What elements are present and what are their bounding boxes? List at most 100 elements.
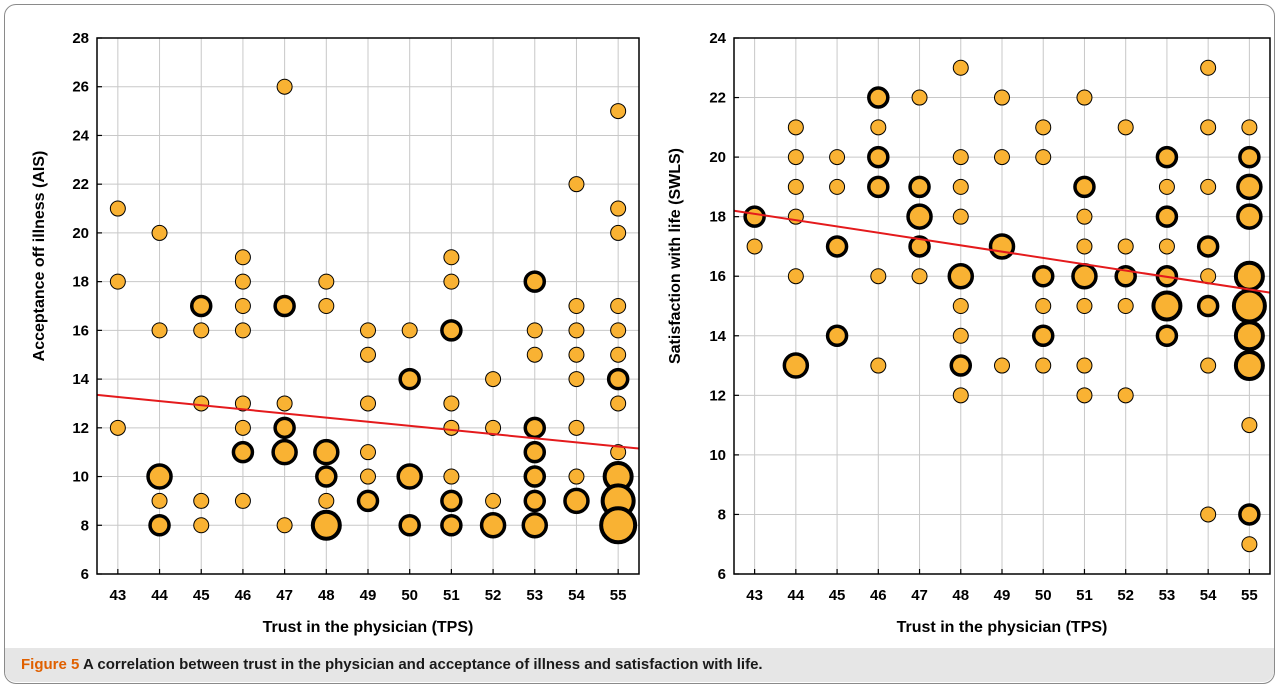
x-tick-label: 53 <box>526 587 543 604</box>
data-point <box>109 419 126 436</box>
caption-bar: Figure 5 A correlation between trust in … <box>5 648 1274 682</box>
y-tick-label: 28 <box>72 30 89 47</box>
y-tick-label: 10 <box>72 469 89 486</box>
data-point <box>526 322 543 339</box>
data-point <box>994 89 1010 106</box>
data-point <box>563 487 590 515</box>
data-point <box>360 395 376 412</box>
data-point <box>271 438 298 466</box>
data-point <box>234 298 251 314</box>
grid-lines <box>734 37 1270 575</box>
data-point <box>485 419 502 436</box>
figure-number: Figure 5 <box>21 656 80 673</box>
data-point <box>234 419 251 436</box>
y-tick-label: 8 <box>81 517 89 534</box>
data-point <box>1200 59 1217 76</box>
data-point <box>1031 264 1055 288</box>
x-tick-label: 51 <box>443 587 460 604</box>
data-point <box>568 468 585 485</box>
data-point <box>234 322 251 339</box>
y-tick-label: 12 <box>709 387 726 404</box>
data-point <box>1231 288 1267 324</box>
x-tick-label: 53 <box>1159 587 1176 604</box>
x-axis-label: Trust in the physician (TPS) <box>897 619 1108 636</box>
data-point <box>151 322 168 339</box>
x-tick-label: 46 <box>870 587 887 604</box>
data-point <box>994 149 1010 166</box>
data-point <box>310 509 342 541</box>
y-tick-label: 6 <box>81 566 89 583</box>
data-point <box>1238 503 1261 526</box>
data-point <box>1233 350 1265 382</box>
data-point <box>867 145 890 169</box>
data-point <box>610 395 627 412</box>
data-point <box>952 387 969 404</box>
y-tick-label: 8 <box>718 506 726 523</box>
data-point <box>867 175 890 199</box>
data-point <box>1151 290 1183 322</box>
data-point <box>1158 178 1175 195</box>
y-tick-label: 16 <box>709 268 726 285</box>
x-axis-label: Trust in the physician (TPS) <box>263 619 474 636</box>
data-point <box>952 59 969 76</box>
data-point <box>787 268 804 285</box>
data-point <box>1241 417 1258 434</box>
data-point <box>949 354 973 377</box>
y-axis-label: Acceptance off illness (AIS) <box>31 151 48 362</box>
data-point <box>440 514 463 537</box>
data-point <box>952 208 969 225</box>
x-tick-label: 52 <box>1117 587 1134 604</box>
data-point <box>1117 387 1134 404</box>
figure-charts: 43 44 45 46 47 48 49 50 51 52 53 54 55 6 8 10 12 14 16 18 20… <box>31 30 1271 636</box>
figure-caption: Figure 5 A correlation between trust in … <box>21 656 763 673</box>
x-tick-label: 45 <box>829 587 846 604</box>
data-point <box>398 514 421 537</box>
data-point <box>870 268 887 285</box>
data-point <box>398 367 421 391</box>
data-point <box>360 468 376 485</box>
figure-frame <box>4 4 1275 684</box>
data-point <box>952 298 969 314</box>
data-point <box>787 119 804 136</box>
data-point <box>599 506 638 545</box>
data-point <box>443 273 460 290</box>
data-point <box>526 346 543 363</box>
data-point <box>276 517 293 534</box>
data-point <box>743 205 766 228</box>
data-point <box>521 512 549 539</box>
data-point <box>1035 298 1052 314</box>
x-tick-label: 45 <box>193 587 210 604</box>
y-tick-label: 12 <box>72 420 89 437</box>
data-point <box>313 438 340 466</box>
data-point <box>825 235 849 258</box>
y-tick-label: 10 <box>709 447 726 464</box>
data-point <box>870 357 887 374</box>
data-point <box>193 395 210 412</box>
data-point <box>610 103 627 120</box>
data-point <box>1236 173 1263 201</box>
x-tick-label: 47 <box>911 587 928 604</box>
data-point <box>867 86 890 109</box>
data-point <box>485 371 502 388</box>
data-point <box>1196 294 1220 318</box>
x-tick-label: 50 <box>401 587 418 604</box>
data-point <box>911 89 928 106</box>
data-point <box>1117 238 1134 255</box>
y-tick-label: 16 <box>72 322 89 339</box>
caption-text: A correlation between trust in the physi… <box>82 656 763 673</box>
data-point <box>318 492 335 509</box>
x-tick-label: 47 <box>276 587 293 604</box>
data-point <box>234 273 251 290</box>
data-point <box>396 463 423 490</box>
data-point <box>315 465 338 488</box>
data-point <box>911 268 928 285</box>
data-points <box>743 59 1267 553</box>
data-point <box>1076 387 1093 404</box>
data-point <box>276 78 293 95</box>
data-point <box>952 327 969 344</box>
data-point <box>610 298 627 314</box>
data-point <box>1076 238 1093 255</box>
data-point <box>1073 175 1096 199</box>
data-point <box>443 468 460 485</box>
regression-line <box>96 393 640 450</box>
